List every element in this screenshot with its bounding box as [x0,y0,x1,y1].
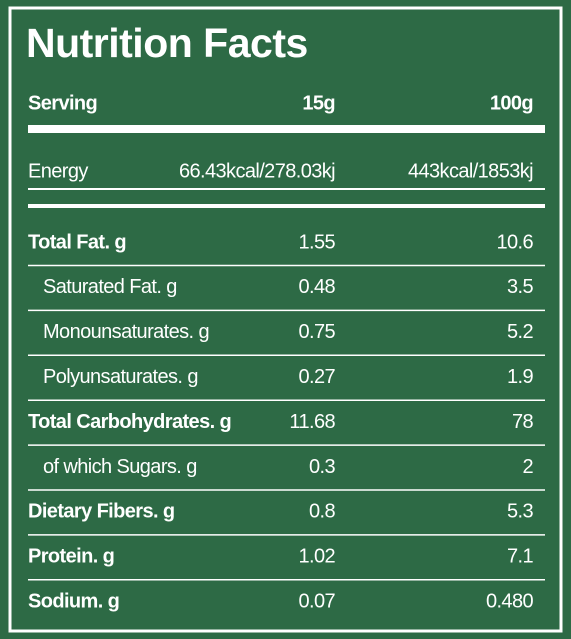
row-label: Protein. g [28,546,114,568]
cell: 1.02 [298,546,335,568]
cell: 7.1 [507,546,533,568]
row-label: of which Sugars. g [43,456,197,478]
row-label: Monounsaturates. g [43,321,209,343]
cell: 0.27 [298,366,335,388]
cell: 0.48 [298,276,335,298]
cell: 11.68 [289,411,335,433]
cell: 0.8 [309,501,335,523]
title: Nutrition Facts [26,20,308,66]
row-label: Total Carbohydrates. g [28,411,231,433]
cell: 10.6 [496,231,533,253]
row-label: Dietary Fibers. g [28,501,175,523]
cell: 2 [522,456,533,478]
cell: 66.43kcal/278.03kj [179,160,335,182]
column-header: Serving [28,92,97,114]
row-label: Energy [28,160,88,182]
column-header: 15g [302,92,335,114]
row-label: Polyunsaturates. g [43,366,198,388]
rows: Total Fat. g 1.55 10.6 Saturated Fat. g 0.48… [28,231,545,612]
cell: 0.480 [486,590,534,612]
cell: 0.07 [298,590,335,612]
cell: 443kcal/1853kj [408,160,533,182]
border [8,6,563,633]
row-label: Saturated Fat. g [43,276,177,298]
cell: 1.9 [507,366,533,388]
row-label: Sodium. g [28,590,119,612]
cell: 1.55 [298,231,335,253]
row-label: Total Fat. g [28,231,126,253]
column-header: 100g [490,92,533,114]
cell: 5.2 [507,321,533,343]
cell: 3.5 [507,276,533,298]
cell: 78 [512,411,534,433]
cell: 0.3 [309,456,335,478]
cell: 5.3 [507,501,533,523]
cell: 0.75 [298,321,335,343]
